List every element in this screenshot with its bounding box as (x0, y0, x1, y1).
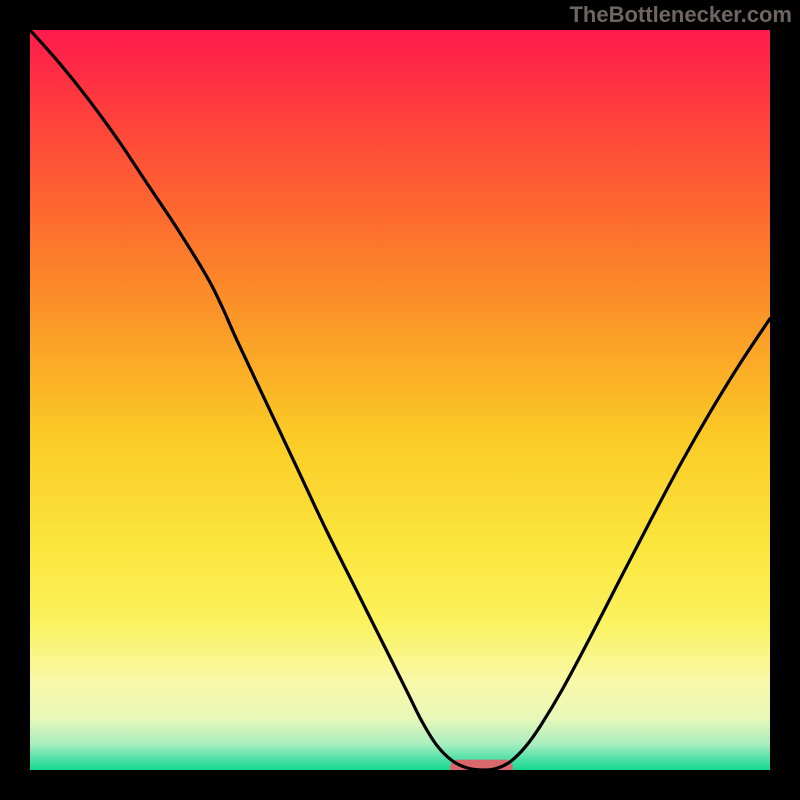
plot-area (30, 30, 770, 770)
chart-svg (30, 30, 770, 770)
gradient-background (30, 30, 770, 770)
watermark-text: TheBottlenecker.com (569, 2, 792, 28)
chart-frame: TheBottlenecker.com (0, 0, 800, 800)
